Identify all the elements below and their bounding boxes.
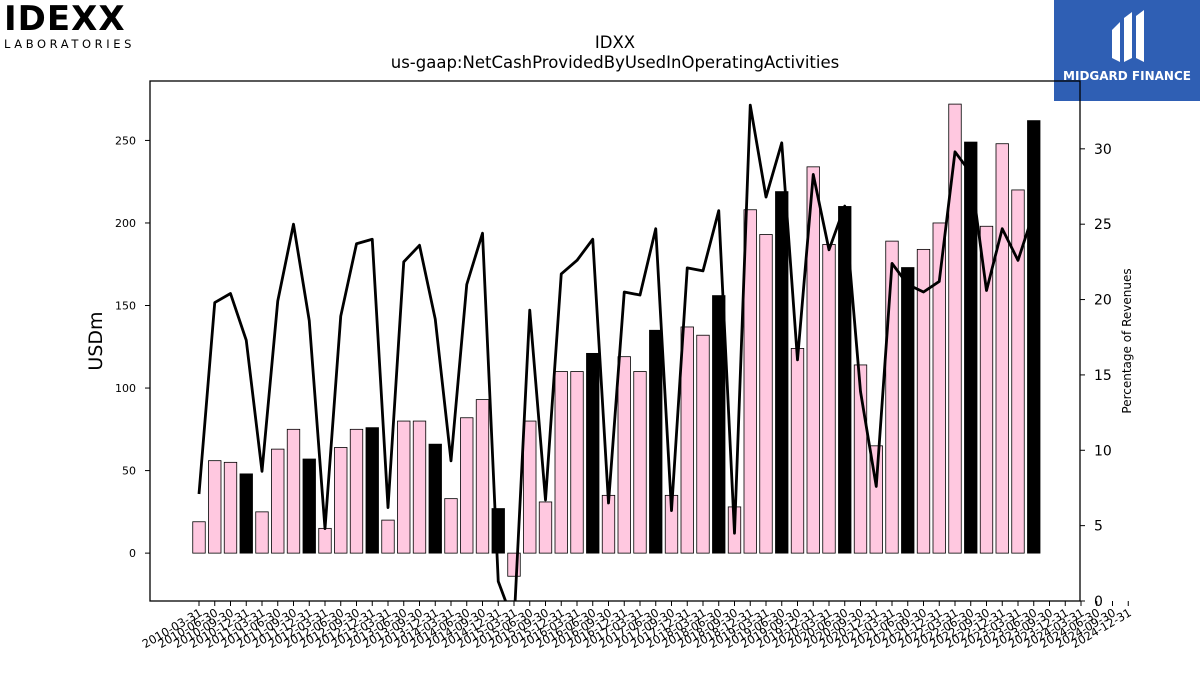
bar-2014-06-30 — [460, 417, 474, 554]
bar-2022-09-30 — [979, 225, 994, 554]
y2-tick-label: 30 — [1094, 142, 1112, 158]
bar-2022-12-31 — [995, 143, 1009, 554]
bar-2012-09-30 — [349, 428, 364, 554]
y-tick-label: 0 — [129, 547, 136, 560]
y2-tick-label: 10 — [1094, 443, 1112, 459]
bar-2012-12-31 — [365, 427, 379, 554]
bar-2016-12-31 — [617, 356, 631, 554]
bar-2023-03-31 — [1011, 189, 1025, 554]
y2-tick-label: 5 — [1094, 519, 1103, 535]
bar-2010-06-30 — [208, 460, 222, 554]
bar-2023-06-30 — [1027, 120, 1041, 554]
y-tick-label: 50 — [122, 465, 136, 478]
bar-2013-06-30 — [397, 420, 411, 554]
y2-tick-label: 0 — [1094, 594, 1103, 610]
idexx-logo: IDEXX LABORATORIES — [4, 0, 154, 51]
bar-2010-12-31 — [239, 473, 253, 554]
bar-2021-12-31 — [932, 222, 946, 554]
idexx-logo-tagline: LABORATORIES — [4, 37, 135, 51]
y2-axis-label: Percentage of Revenues — [1120, 268, 1134, 413]
bar-2020-03-31 — [822, 244, 836, 554]
bar-2019-12-31 — [806, 166, 820, 554]
y2-tick-label: 25 — [1094, 217, 1112, 233]
bar-2017-03-31 — [633, 371, 647, 554]
bar-2018-12-31 — [743, 209, 757, 554]
chart-subtitle: us-gaap:NetCashProvidedByUsedInOperating… — [390, 53, 840, 72]
bar-2019-06-30 — [775, 191, 789, 554]
bar-2012-06-30 — [334, 447, 348, 554]
bar-2010-03-31 — [192, 521, 206, 554]
bar-2017-06-30 — [649, 329, 663, 554]
bar-2013-03-31 — [381, 519, 395, 554]
bar-2016-03-31 — [570, 371, 584, 554]
bar-2010-09-30 — [223, 461, 238, 554]
bar-2015-12-31 — [554, 371, 568, 554]
bar-2013-12-31 — [428, 443, 442, 554]
y-tick-label: 100 — [115, 382, 136, 395]
midgard-finance-logo: MIDGARD FINANCE — [1054, 0, 1200, 101]
bar-2011-09-30 — [286, 428, 301, 554]
bars-layer — [192, 103, 1041, 577]
left-axis: 0 50 100 150 200 250 — [115, 134, 150, 560]
bar-2012-03-31 — [318, 527, 332, 554]
bar-2011-12-31 — [302, 458, 316, 554]
percentage-line — [197, 103, 1036, 601]
y-tick-label: 250 — [115, 134, 136, 147]
bar-2021-06-30 — [901, 267, 915, 554]
y2-tick-label: 20 — [1094, 293, 1112, 309]
x-axis: 2010-03-312010-06-302010-09-302010-12-31… — [140, 601, 1134, 651]
bar-2011-06-30 — [271, 448, 285, 554]
bar-2014-09-30 — [475, 399, 490, 554]
midgard-finance-name: MIDGARD FINANCE — [1063, 69, 1191, 83]
y-tick-label: 200 — [115, 217, 136, 230]
bar-2022-06-30 — [964, 141, 978, 554]
plot-frame — [149, 80, 1081, 602]
bar-2021-03-31 — [885, 240, 899, 554]
right-axis: 0 5 10 15 20 25 30 — [1080, 142, 1112, 610]
bar-2022-03-31 — [948, 103, 962, 554]
bar-2019-03-31 — [759, 234, 773, 554]
idexx-logo-mark: IDEXX — [4, 0, 126, 39]
bar-2014-03-31 — [444, 498, 458, 554]
y-tick-label: 150 — [115, 300, 136, 313]
bar-2017-12-31 — [680, 326, 694, 554]
bar-2013-09-30 — [412, 420, 427, 554]
bar-2011-03-31 — [255, 511, 269, 554]
bar-2019-09-30 — [790, 348, 805, 554]
chart-title: IDXX — [594, 33, 636, 52]
bar-2015-06-30 — [523, 420, 537, 554]
midgard-m-icon — [1112, 10, 1144, 62]
bar-2018-03-31 — [696, 334, 710, 554]
bar-2015-09-30 — [538, 501, 553, 554]
bar-2021-09-30 — [916, 248, 931, 554]
y2-tick-label: 15 — [1094, 368, 1112, 384]
line-layer — [197, 103, 1036, 601]
bar-2016-06-30 — [586, 352, 600, 554]
bar-2018-06-30 — [712, 295, 726, 554]
y-axis-label: USDm — [85, 311, 107, 370]
